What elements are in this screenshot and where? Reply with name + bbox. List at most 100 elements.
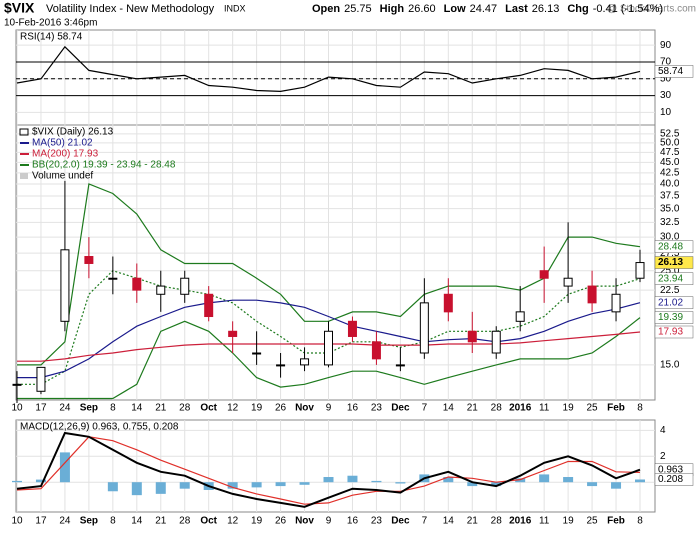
x-tick-label: 25 (587, 403, 599, 414)
candle-body (515, 311, 525, 322)
value-tag: 0.208 (658, 474, 683, 485)
x-tick-label: Nov (295, 516, 314, 527)
value-tag: 21.02 (658, 297, 683, 308)
value-tag: 26.13 (658, 257, 683, 268)
y-tick-label: 4 (660, 425, 666, 436)
legend-label: MA(200) 17.93 (32, 149, 99, 160)
y-tick-label: 27.5 (660, 248, 680, 259)
candle-body (108, 277, 118, 280)
candle-body (443, 293, 453, 313)
x-tick-label: 12 (227, 516, 239, 527)
x-tick-label: 17 (35, 403, 47, 414)
y-tick-label: 50 (660, 73, 672, 84)
y-tick-label: 42.5 (660, 167, 680, 178)
candle-body (60, 249, 70, 322)
quote-value: 26.13 (532, 3, 560, 15)
x-tick-label: 23 (371, 516, 383, 527)
histogram-bar (515, 478, 526, 483)
value-tag-box (654, 272, 694, 285)
source: @ StockCharts.com (607, 4, 696, 15)
candle-body (395, 364, 405, 367)
y-tick-label: 30 (660, 90, 672, 101)
histogram-bar (395, 482, 406, 484)
x-tick-label: 19 (563, 403, 575, 414)
candle-body (180, 277, 190, 295)
histogram-bar (275, 482, 286, 487)
symbol: $VIX (4, 0, 35, 16)
candle-body (539, 270, 549, 279)
candle-body (204, 293, 214, 318)
quote-value: -0.41 (-1.54%) (593, 3, 663, 15)
candle-body (228, 330, 238, 337)
x-tick-label: 26 (275, 516, 287, 527)
y-tick-label: 52.5 (660, 129, 680, 140)
x-tick-label: 21 (155, 516, 167, 527)
value-tag-box (654, 325, 694, 339)
histogram-bar (587, 482, 598, 487)
series-line (17, 183, 641, 366)
x-tick-label: 17 (35, 516, 47, 527)
x-tick-label: 21 (467, 516, 479, 527)
value-tag: 19.39 (658, 312, 683, 323)
candle-body (563, 277, 573, 287)
value-tag-box (654, 296, 694, 309)
x-tick-label: 14 (131, 403, 143, 414)
x-tick-label: 2016 (509, 403, 532, 414)
x-tick-label: Nov (295, 403, 314, 414)
histogram-bar (371, 480, 382, 483)
x-tick-label: 12 (227, 403, 239, 414)
y-tick-label: 32.5 (660, 217, 680, 228)
y-tick-label: 22.5 (660, 285, 680, 296)
x-tick-label: Sep (80, 403, 98, 414)
y-tick-label: 35.0 (660, 203, 680, 214)
x-tick-label: 24 (59, 403, 71, 414)
x-tick-label: Oct (200, 403, 217, 414)
x-tick-label: Feb (607, 516, 625, 527)
y-tick-label: 37.5 (660, 191, 680, 202)
x-tick-label: 14 (131, 516, 143, 527)
quote-value: 26.60 (408, 3, 436, 15)
x-tick-label: 9 (326, 516, 332, 527)
histogram-bar (539, 474, 550, 483)
histogram-bar (323, 477, 334, 483)
x-tick-label: 28 (491, 516, 503, 527)
legend-label: Volume undef (32, 171, 93, 182)
x-tick-label: 25 (587, 516, 599, 527)
candle-body (371, 341, 381, 360)
panel-title: RSI(14) 58.74 (20, 32, 83, 43)
quote-value: 25.75 (344, 3, 372, 15)
series-line (16, 431, 641, 508)
legend-label: MA(50) 21.02 (32, 138, 93, 149)
quote-label: High (380, 3, 405, 15)
x-tick-label: 28 (179, 403, 191, 414)
histogram-bar (251, 482, 262, 488)
x-tick-label: 8 (110, 403, 116, 414)
x-tick-label: 10 (11, 516, 23, 527)
histogram-bar (611, 482, 622, 489)
x-tick-label: 26 (275, 403, 287, 414)
candle-body (156, 285, 166, 295)
candle-body (419, 302, 429, 354)
x-tick-label: Oct (200, 516, 217, 527)
x-tick-label: 11 (539, 403, 550, 414)
x-tick-label: 21 (155, 403, 167, 414)
x-tick-label: Sep (80, 516, 98, 527)
candle-body (132, 277, 142, 291)
x-tick-label: 16 (347, 516, 359, 527)
value-tag: 0.963 (658, 464, 683, 475)
y-tick-label: 25.0 (660, 265, 680, 276)
quote-label: Chg (567, 3, 588, 15)
y-tick-label: 40.0 (660, 179, 680, 190)
quote-value: 24.47 (470, 3, 498, 15)
series-line (17, 299, 641, 379)
histogram-bar (635, 479, 645, 483)
value-tag: 23.94 (658, 273, 683, 284)
x-tick-label: 14 (443, 516, 455, 527)
y-tick-label: 2 (660, 451, 666, 462)
x-tick-label: 7 (422, 403, 428, 414)
x-tick-label: 8 (637, 516, 643, 527)
value-tag: 17.93 (658, 327, 683, 338)
x-tick-label: 19 (563, 516, 575, 527)
